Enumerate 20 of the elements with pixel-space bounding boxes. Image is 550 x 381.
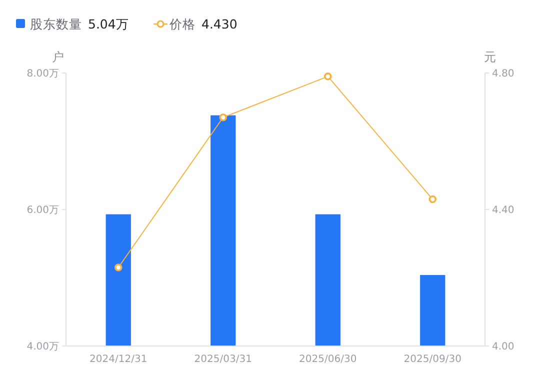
y2-tick-label: 4.40 (492, 205, 514, 216)
point (219, 113, 228, 122)
legend-label: 股东数量 (30, 16, 82, 32)
point (324, 72, 332, 80)
y2-tick-label: 4.00 (492, 342, 514, 352)
x-tick-label: 2025/09/30 (404, 354, 462, 365)
text: 4.430 (202, 16, 238, 32)
y2-axis-title: 元 (484, 50, 496, 64)
y2-tick-label: 4.80 (492, 68, 514, 80)
y-axis-title: 户 (52, 50, 64, 64)
legend-label: 价格 (168, 16, 196, 32)
x-tick-label: 2025/06/30 (299, 354, 357, 365)
y-tick-label: 8.00万 (26, 68, 59, 80)
x-tick-label: 2025/03/31 (194, 354, 252, 365)
x-tick-label: 2024/12/31 (90, 354, 148, 365)
y-tick-label: 6.00万 (26, 205, 59, 216)
point (428, 195, 437, 204)
point (114, 264, 122, 272)
y-tick-label: 4.00万 (26, 342, 59, 352)
text: 5.04万 (88, 16, 129, 32)
